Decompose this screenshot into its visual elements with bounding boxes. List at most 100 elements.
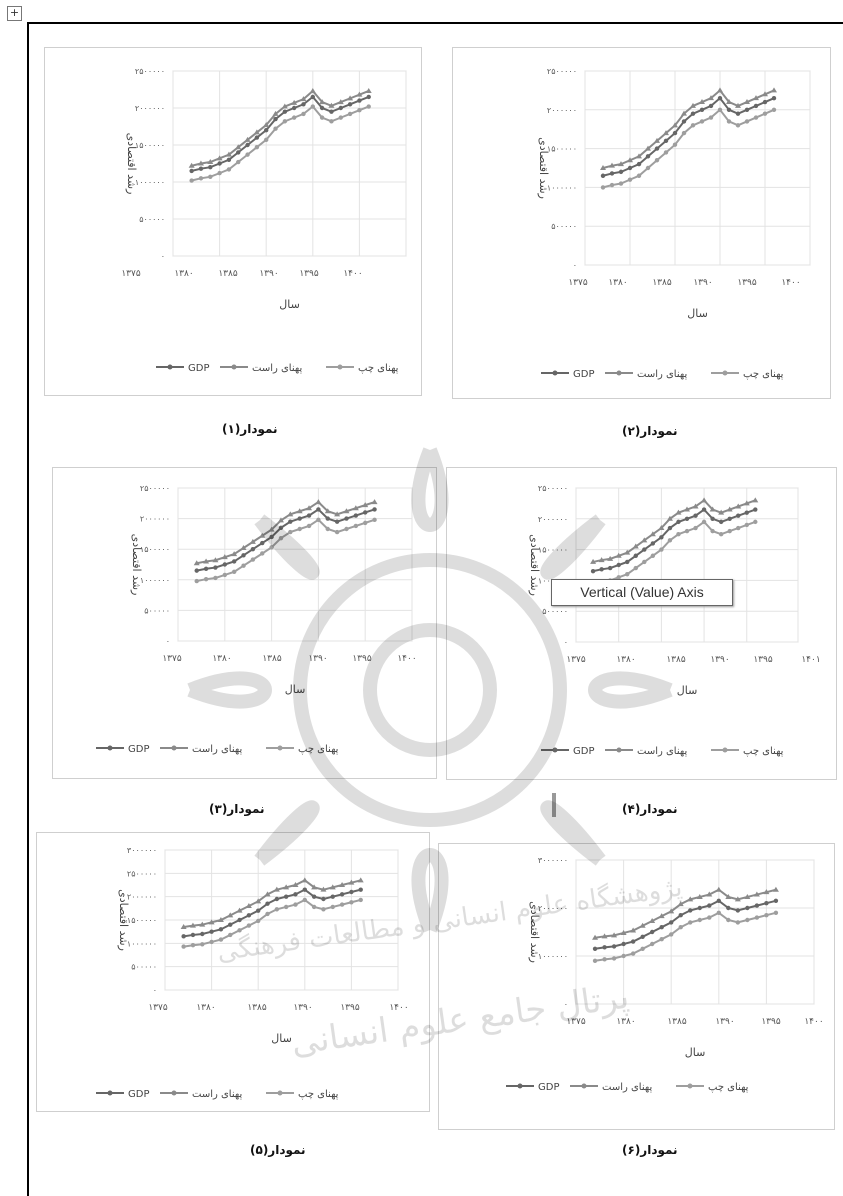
data-point	[260, 540, 265, 546]
data-point	[602, 957, 607, 962]
data-point	[773, 910, 779, 915]
chart-4[interactable]: ۰۵۰۰۰۰۰۱۰۰۰۰۰۰۱۵۰۰۰۰۰۲۰۰۰۰۰۰۲۵۰۰۰۰۰۱۳۷۵۱…	[446, 467, 837, 780]
legend-label: GDP	[573, 369, 594, 380]
data-point	[330, 904, 335, 910]
y-tick-label: ۱۵۰۰۰۰۰	[127, 916, 157, 925]
data-point	[352, 505, 359, 511]
chart-2[interactable]: ۰ ۵۰۰۰۰۰ ۱۰۰۰۰۰۰ ۱۵۰۰۰۰۰ ۲۰۰۰۰۰۰ ۲۵۰۰۰۰۰ ۱۳۷۵ ۱…	[452, 47, 831, 399]
data-point	[188, 162, 195, 168]
data-point	[764, 901, 769, 906]
data-point	[282, 109, 288, 114]
y-tick-label: ۱۵۰۰۰۰۰	[135, 141, 165, 150]
y-tick-label: ۲۵۰۰۰۰۰	[135, 67, 165, 76]
data-point	[273, 116, 278, 122]
data-point	[264, 137, 269, 143]
data-point	[633, 565, 638, 571]
data-point	[339, 882, 346, 887]
data-point	[708, 115, 714, 120]
data-point	[272, 110, 279, 116]
data-point	[264, 891, 271, 897]
data-point	[598, 557, 605, 563]
data-point	[624, 549, 631, 555]
data-point	[329, 109, 334, 114]
data-point	[231, 551, 238, 557]
chart-1[interactable]: ۰ ۵۰۰۰۰۰ ۱۰۰۰۰۰۰ ۱۵۰۰۰۰۰ ۲۰۰۰۰۰۰ ۲۵۰۰۰۰۰ ۱۳۷۵ ۱…	[44, 47, 422, 396]
x-tick-label: ۱۳۷۵	[566, 1017, 586, 1027]
x-tick-label: ۱۴۰۰	[804, 1017, 823, 1027]
data-point	[347, 111, 353, 117]
data-point	[663, 130, 669, 136]
data-point	[325, 526, 330, 532]
data-point	[291, 115, 297, 120]
data-point	[602, 945, 607, 950]
data-point	[357, 108, 362, 113]
data-point	[696, 893, 703, 899]
x-tick-label: ۱۳۸۰	[174, 269, 193, 279]
data-point	[366, 104, 371, 109]
data-point	[607, 555, 614, 561]
data-point	[244, 136, 251, 142]
data-point	[339, 892, 345, 897]
data-point	[650, 553, 656, 558]
x-tick-label: ۱۳۹۰	[710, 655, 729, 665]
axis-tooltip: Vertical (Value) Axis	[551, 579, 733, 606]
y-tick-label: ۲۰۰۰۰۰۰	[538, 515, 568, 524]
y-tick-label: ۲۵۰۰۰۰۰	[140, 484, 170, 493]
legend-marker	[107, 745, 113, 751]
y-axis-title: رشد اقتصادی	[125, 133, 138, 195]
data-point	[362, 502, 369, 508]
data-point	[203, 558, 210, 564]
data-point	[309, 87, 316, 93]
data-point	[208, 165, 213, 170]
data-point	[180, 924, 187, 929]
data-point	[659, 535, 664, 540]
data-point	[690, 123, 696, 128]
data-point	[630, 927, 637, 933]
data-point	[329, 119, 334, 124]
x-tick-label: ۱۳۸۵	[247, 1003, 267, 1013]
data-point	[684, 506, 690, 512]
chart-caption-3: نمودار(۳)	[209, 802, 265, 816]
legend-label: GDP	[538, 1082, 559, 1093]
data-point	[639, 922, 646, 928]
data-point	[654, 146, 660, 151]
x-tick-label: ۱۳۷۵	[121, 269, 141, 279]
data-point	[762, 91, 768, 97]
x-tick-label: ۱۴۰۰	[389, 1003, 408, 1013]
data-point	[311, 904, 317, 910]
data-point	[190, 932, 196, 938]
data-point	[707, 903, 712, 908]
data-point	[250, 547, 256, 552]
chart-3[interactable]: ۰ ۵۰۰۰۰۰ ۱۰۰۰۰۰۰ ۱۵۰۰۰۰۰ ۲۰۰۰۰۰۰ ۲۵۰۰۰۰۰ ۱۳۷۵ ۱…	[52, 467, 437, 779]
data-point	[274, 907, 280, 912]
data-point	[753, 891, 760, 897]
table-move-handle[interactable]: +	[7, 6, 22, 21]
y-tick-label: ۰	[564, 638, 568, 647]
data-point	[265, 911, 270, 917]
data-point	[189, 168, 194, 174]
data-point	[627, 177, 633, 182]
chart-6[interactable]: ۰ ۱۰۰۰۰۰۰ ۲۰۰۰۰۰۰ ۳۰۰۰۰۰۰ ۱۳۷۵ ۱۳۸۰ ۱۳۸۵ ۱۳۹۰ ۱۳…	[438, 843, 835, 1130]
data-point	[618, 161, 624, 167]
data-point	[291, 105, 297, 111]
data-point	[278, 535, 284, 541]
data-point	[699, 119, 705, 124]
data-point	[716, 898, 721, 903]
data-point	[611, 944, 617, 949]
data-point	[744, 510, 749, 515]
legend-label: پهنای چپ	[298, 744, 339, 755]
legend-marker	[517, 1083, 523, 1089]
data-point	[609, 182, 615, 188]
data-point	[693, 525, 698, 531]
data-point	[735, 123, 741, 128]
chart-5[interactable]: ۰ ۵۰۰۰۰۰ ۱۰۰۰۰۰۰ ۱۵۰۰۰۰۰ ۲۰۰۰۰۰۰ ۲۵۰۰۰۰۰ ۳۰۰۰۰…	[36, 832, 430, 1112]
data-point	[190, 943, 196, 948]
data-point	[745, 917, 750, 923]
chart-caption-2: نمودار(۲)	[622, 424, 678, 438]
chart-svg: ۰ ۵۰۰۰۰۰ ۱۰۰۰۰۰۰ ۱۵۰۰۰۰۰ ۲۰۰۰۰۰۰ ۲۵۰۰۰۰۰ ۱۳۷۵ ۱…	[121, 67, 407, 374]
data-point	[621, 941, 626, 947]
data-point	[727, 516, 732, 521]
y-tick-label: ۰	[166, 637, 170, 646]
data-point	[282, 119, 288, 124]
data-point	[218, 937, 224, 942]
